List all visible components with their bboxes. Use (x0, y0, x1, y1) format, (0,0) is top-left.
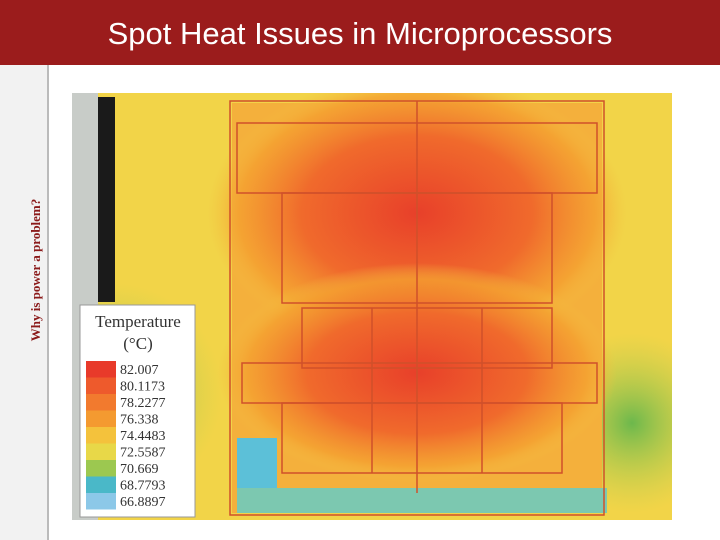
legend-swatch (86, 410, 116, 427)
side-strip (0, 65, 49, 540)
legend-swatch (86, 476, 116, 493)
die-outline (229, 100, 605, 516)
legend-swatch (86, 394, 116, 411)
legend-level: 74.4483 (120, 429, 166, 444)
legend-level: 66.8897 (120, 495, 166, 510)
legend-swatch (86, 443, 116, 460)
legend-swatch (86, 493, 116, 510)
slide-title: Spot Heat Issues in Microprocessors (107, 16, 613, 51)
legend-level: 82.007 (120, 363, 159, 378)
legend-swatch (86, 377, 116, 394)
side-label: Why is power a problem? (28, 198, 43, 342)
legend-swatch (86, 361, 116, 378)
legend-level: 78.2277 (120, 396, 166, 411)
legend-level: 76.338 (120, 413, 159, 428)
legend-unit: (°C) (123, 334, 152, 353)
legend-swatch (86, 460, 116, 477)
legend-level: 68.7793 (120, 479, 166, 494)
header-band: Spot Heat Issues in Microprocessors (0, 0, 720, 65)
legend-title: Temperature (95, 312, 181, 331)
legend-level: 72.5587 (120, 446, 166, 461)
legend-level: 70.669 (120, 462, 159, 477)
legend-swatch (86, 427, 116, 444)
legend-level: 80.1173 (120, 380, 165, 395)
edge-bar (98, 97, 115, 302)
cold-band (237, 488, 607, 513)
